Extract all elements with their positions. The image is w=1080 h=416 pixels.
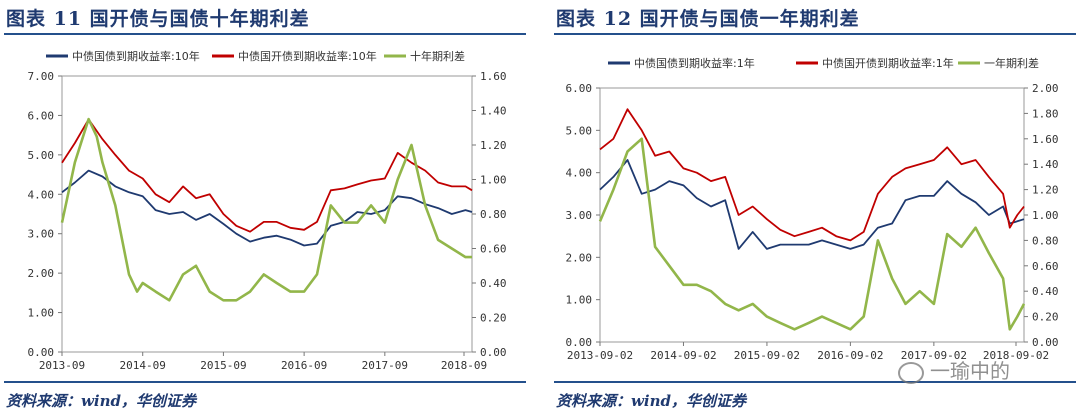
y-right-tick-label: 1.80 (1032, 107, 1059, 120)
series-line-1 (599, 159, 1025, 250)
figure-title: 图表 12 国开债与国债一年期利差 (556, 8, 860, 30)
legend-label: 中债国债到期收益率:1年 (634, 56, 755, 70)
source-note: 资料来源：wind，华创证券 (6, 392, 197, 410)
series-line-2 (61, 118, 473, 233)
legend-label: 中债国开债到期收益率:1年 (822, 56, 954, 70)
x-tick-label: 2018-09-02 (983, 349, 1049, 362)
x-tick-label: 2017-09-02 (901, 349, 967, 362)
source-rule (554, 381, 1076, 383)
source-note: 资料来源：wind，华创证券 (556, 392, 747, 410)
title-rule (4, 33, 526, 35)
y-right-tick-label: 0.40 (480, 277, 507, 290)
y-left-tick-label: 3.00 (566, 209, 593, 222)
y-left-tick-label: 4.00 (566, 167, 593, 180)
series-line-3 (60, 117, 472, 302)
y-right-tick-label: 1.40 (1032, 158, 1059, 171)
series-line-1 (61, 169, 473, 247)
x-tick-label: 2015-09 (200, 359, 246, 372)
y-left-tick-label: 0.00 (566, 336, 593, 349)
y-left-tick-label: 1.00 (28, 307, 55, 320)
y-left-tick-label: 6.00 (28, 109, 55, 122)
watermark: 一瑜中的 (898, 355, 1010, 384)
y-right-tick-label: 0.60 (480, 243, 507, 256)
y-left-tick-label: 5.00 (28, 149, 55, 162)
chart-12: 0.00 1.00 2.00 3.00 4.00 5.00 6.00 0.00 0.20 0.40… (566, 56, 1059, 362)
x-tick-label: 2015-09-02 (734, 349, 800, 362)
y-right-tick-label: 0.20 (1032, 311, 1059, 324)
series-line-2 (599, 108, 1025, 242)
y-left-tick-label: 5.00 (566, 124, 593, 137)
source-rule (4, 381, 526, 383)
legend-label: 中债国债到期收益率:10年 (72, 49, 200, 63)
legend-label: 十年期利差 (410, 49, 465, 63)
figure-12: 图表 12 国开债与国债一年期利差 0.00 1.00 2.00 3.00 4.00 5.… (550, 0, 1080, 416)
y-left-tick-label: 1.00 (566, 294, 593, 307)
figure-11: 图表 11 国开债与国债十年期利差 0.00 1.00 2.00 3.00 4.00 5.… (0, 0, 530, 416)
plot-frame (61, 75, 473, 353)
y-left-tick-label: 2.00 (28, 267, 55, 280)
y-right-tick-label: 0.20 (480, 312, 507, 325)
x-tick-label: 2013-09 (39, 359, 85, 372)
y-right-tick-label: 0.60 (1032, 260, 1059, 273)
wechat-icon (898, 361, 924, 384)
y-right-tick-label: 2.00 (1032, 82, 1059, 95)
y-right-tick-label: 0.80 (1032, 234, 1059, 247)
legend-label: 中债国开债到期收益率:10年 (238, 49, 377, 63)
y-right-tick-label: 1.00 (480, 174, 507, 187)
x-tick-label: 2018-09 (441, 359, 487, 372)
chart-11: 0.00 1.00 2.00 3.00 4.00 5.00 6.00 7.00 0.00 0.20… (28, 49, 507, 372)
y-left-tick-label: 7.00 (28, 70, 55, 83)
x-tick-label: 2014-09 (120, 359, 166, 372)
x-tick-label: 2014-09-02 (650, 349, 716, 362)
title-rule (554, 33, 1076, 35)
y-left-tick-label: 6.00 (566, 82, 593, 95)
y-right-tick-label: 1.20 (1032, 184, 1059, 197)
figure-title: 图表 11 国开债与国债十年期利差 (6, 8, 310, 30)
x-tick-label: 2013-09-02 (567, 349, 633, 362)
y-left-tick-label: 2.00 (566, 251, 593, 264)
y-left-tick-label: 4.00 (28, 188, 55, 201)
y-left-tick-label: 3.00 (28, 228, 55, 241)
legend-label: 一年期利差 (984, 56, 1039, 70)
y-right-tick-label: 0.00 (1032, 336, 1059, 349)
y-right-tick-label: 1.60 (480, 70, 507, 83)
y-right-tick-label: 0.80 (480, 208, 507, 221)
watermark-text: 一瑜中的 (930, 359, 1010, 383)
y-right-tick-label: 1.60 (1032, 133, 1059, 146)
plot-frame (599, 87, 1025, 343)
y-left-tick-label: 0.00 (28, 346, 55, 359)
y-right-tick-label: 0.00 (480, 346, 507, 359)
y-right-tick-label: 0.40 (1032, 285, 1059, 298)
y-right-tick-label: 1.20 (480, 139, 507, 152)
x-tick-label: 2016-09 (281, 359, 327, 372)
series-line-3 (598, 137, 1026, 331)
y-right-tick-label: 1.40 (480, 105, 507, 118)
x-tick-label: 2016-09-02 (817, 349, 883, 362)
y-right-tick-label: 1.00 (1032, 209, 1059, 222)
x-tick-label: 2017-09 (362, 359, 408, 372)
